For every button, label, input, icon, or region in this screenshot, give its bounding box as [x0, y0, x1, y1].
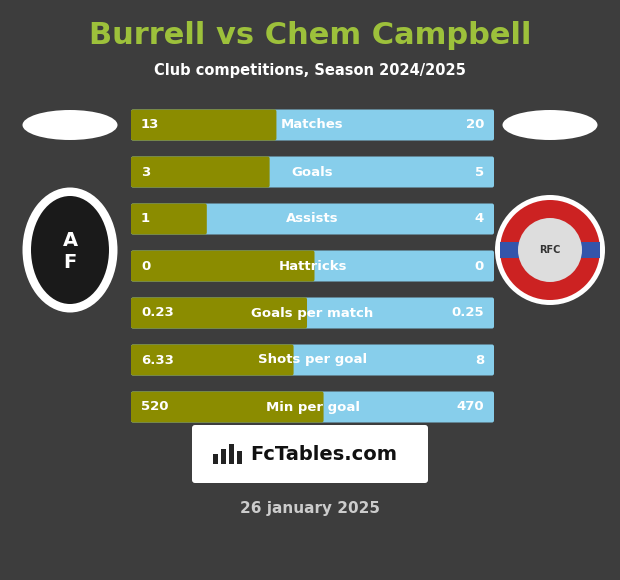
- FancyBboxPatch shape: [131, 110, 494, 140]
- Text: 20: 20: [466, 118, 484, 132]
- Ellipse shape: [22, 110, 118, 140]
- Text: 470: 470: [456, 401, 484, 414]
- Text: FcTables.com: FcTables.com: [250, 444, 397, 463]
- Text: Shots per goal: Shots per goal: [258, 353, 367, 367]
- Text: 6.33: 6.33: [141, 353, 174, 367]
- Text: 0.25: 0.25: [451, 306, 484, 320]
- Text: 520: 520: [141, 401, 169, 414]
- Text: A: A: [63, 230, 78, 249]
- FancyBboxPatch shape: [131, 251, 494, 281]
- Text: 26 january 2025: 26 january 2025: [240, 501, 380, 516]
- FancyBboxPatch shape: [131, 157, 494, 187]
- Text: 3: 3: [141, 165, 150, 179]
- Text: Burrell vs Chem Campbell: Burrell vs Chem Campbell: [89, 20, 531, 49]
- Text: Goals per match: Goals per match: [251, 306, 374, 320]
- Text: Matches: Matches: [281, 118, 344, 132]
- FancyBboxPatch shape: [192, 425, 428, 483]
- Text: F: F: [63, 252, 77, 271]
- FancyBboxPatch shape: [131, 251, 314, 281]
- Text: Min per goal: Min per goal: [265, 401, 360, 414]
- FancyBboxPatch shape: [131, 110, 277, 140]
- Ellipse shape: [502, 110, 598, 140]
- Text: Goals: Goals: [291, 165, 334, 179]
- Bar: [213, 454, 218, 464]
- Circle shape: [495, 195, 605, 305]
- Text: 13: 13: [141, 118, 159, 132]
- Text: 1: 1: [141, 212, 150, 226]
- Text: Hattricks: Hattricks: [278, 259, 347, 273]
- Text: Club competitions, Season 2024/2025: Club competitions, Season 2024/2025: [154, 63, 466, 78]
- Text: Assists: Assists: [286, 212, 339, 226]
- FancyBboxPatch shape: [131, 298, 494, 328]
- FancyBboxPatch shape: [131, 345, 294, 375]
- Bar: [237, 451, 242, 464]
- Bar: [221, 449, 226, 464]
- FancyBboxPatch shape: [131, 345, 494, 375]
- FancyBboxPatch shape: [500, 242, 600, 258]
- Text: 0.23: 0.23: [141, 306, 174, 320]
- Text: 8: 8: [475, 353, 484, 367]
- Ellipse shape: [31, 196, 109, 304]
- FancyBboxPatch shape: [131, 392, 494, 422]
- FancyBboxPatch shape: [131, 392, 324, 422]
- FancyBboxPatch shape: [131, 204, 207, 234]
- Circle shape: [518, 218, 582, 282]
- FancyBboxPatch shape: [131, 157, 270, 187]
- Ellipse shape: [22, 187, 118, 313]
- Text: RFC: RFC: [539, 245, 560, 255]
- Text: 0: 0: [141, 259, 150, 273]
- FancyBboxPatch shape: [131, 298, 307, 328]
- Text: 5: 5: [475, 165, 484, 179]
- Text: 4: 4: [475, 212, 484, 226]
- Circle shape: [500, 200, 600, 300]
- FancyBboxPatch shape: [131, 204, 494, 234]
- Text: 0: 0: [475, 259, 484, 273]
- Bar: [229, 444, 234, 464]
